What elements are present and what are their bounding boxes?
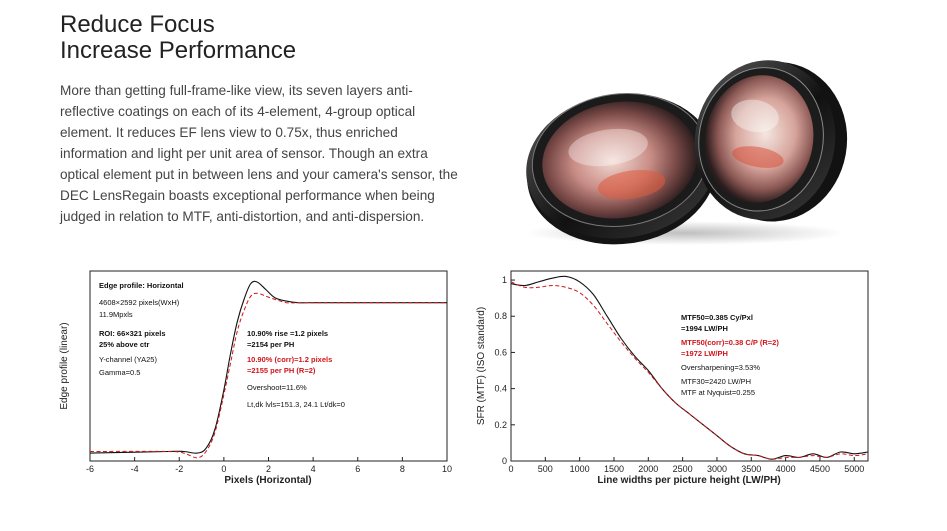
mtf-ann-mtf50: MTF50=0.385 Cy/Pxl xyxy=(681,313,753,322)
x-tick-label: 2000 xyxy=(638,464,658,474)
x-tick-label: 0 xyxy=(221,464,226,474)
edge-ann-gamma: Gamma=0.5 xyxy=(99,368,140,377)
y-tick-label: 0.2 xyxy=(494,420,507,430)
mtf-plot: 0 500 1000 1500 2000 2500 3000 3500 4000 4500 5000… xyxy=(476,270,869,486)
edge-ann-roi: ROI: 66×321 pixels xyxy=(99,329,166,338)
mtf-y-axis-label: SFR (MTF) (ISO standard) xyxy=(476,307,487,425)
edge-ann-rise-ph: =2154 per PH xyxy=(247,340,294,349)
section-description: More than getting full-frame-like view, … xyxy=(60,83,458,224)
section-title-line1: Reduce Focus xyxy=(60,11,215,38)
mtf-ann-nyquist: MTF at Nyquist=0.255 xyxy=(681,388,755,397)
section-title: Reduce Focus Increase Performance xyxy=(60,12,296,64)
edge-ann-position: 25% above ctr xyxy=(99,340,150,349)
series-corrected-line xyxy=(89,292,447,459)
x-tick-label: -2 xyxy=(175,464,183,474)
x-tick-label: 2 xyxy=(266,464,271,474)
lens-product-image xyxy=(525,60,848,245)
mtf-chart: 0 500 1000 1500 2000 2500 3000 3500 4000 4500 5000… xyxy=(470,266,875,494)
edge-y-axis-label: Edge profile (linear) xyxy=(59,322,70,409)
edge-ann-rise: 10.90% rise =1.2 pixels xyxy=(247,329,328,338)
mtf-ann-mtf30: MTF30=2420 LW/PH xyxy=(681,377,751,386)
edge-x-axis-label: Pixels (Horizontal) xyxy=(224,475,311,486)
y-tick-label: 1 xyxy=(502,275,507,285)
edge-profile-chart: -6 -4 -2 0 2 4 6 8 10 Edge profile: Horizontal 4… xyxy=(55,266,455,494)
x-tick-label: 1500 xyxy=(604,464,624,474)
y-tick-label: 0.4 xyxy=(494,384,507,394)
y-tick-label: 0.8 xyxy=(494,311,507,321)
y-tick-label: 0.6 xyxy=(494,347,507,357)
edge-ann-rise-corr-ph: =2155 per PH (R=2) xyxy=(247,366,316,375)
edge-ann-title: Edge profile: Horizontal xyxy=(99,281,184,290)
mtf-ann-mtf50-corr-lwph: =1972 LW/PH xyxy=(681,349,728,358)
edge-ann-dimensions: 4608×2592 pixels(WxH) xyxy=(99,298,180,307)
mtf-x-axis-label: Line widths per picture height (LW/PH) xyxy=(597,475,780,486)
mtf-plot-area xyxy=(510,270,869,462)
edge-ann-channel: Y-channel (YA25) xyxy=(99,355,157,364)
x-tick-label: 0 xyxy=(508,464,513,474)
x-tick-label: -4 xyxy=(131,464,139,474)
mtf-ann-mtf50-lwph: =1994 LW/PH xyxy=(681,324,728,333)
x-tick-label: 10 xyxy=(442,464,452,474)
x-tick-label: 4500 xyxy=(810,464,830,474)
mtf-ann-mtf50-corr: MTF50(corr)=0.38 C/P (R=2) xyxy=(681,338,779,347)
x-tick-label: 4000 xyxy=(776,464,796,474)
x-tick-label: 5000 xyxy=(844,464,864,474)
edge-ann-rise-corr: 10.90% (corr)=1.2 pixels xyxy=(247,355,332,364)
x-tick-label: 1000 xyxy=(570,464,590,474)
edge-ann-levels: Lt,dk lvls=151.3, 24.1 Lt/dk=0 xyxy=(247,400,345,409)
mtf-ann-oversharpening: Oversharpening=3.53% xyxy=(681,363,760,372)
x-tick-label: -6 xyxy=(86,464,94,474)
edge-ann-megapixels: 11.9Mpxls xyxy=(99,310,133,319)
section-title-line2: Increase Performance xyxy=(60,37,297,64)
x-tick-label: 2500 xyxy=(673,464,693,474)
x-tick-label: 4 xyxy=(311,464,316,474)
x-tick-label: 8 xyxy=(400,464,405,474)
edge-profile-plot: -6 -4 -2 0 2 4 6 8 10 Edge profile: Horizontal 4… xyxy=(59,270,452,486)
edge-ann-overshoot: Overshoot=11.6% xyxy=(247,383,307,392)
x-tick-label: 3000 xyxy=(707,464,727,474)
x-tick-label: 3500 xyxy=(741,464,761,474)
x-tick-label: 6 xyxy=(355,464,360,474)
series-corrected-line xyxy=(510,281,869,460)
x-tick-label: 500 xyxy=(538,464,553,474)
y-tick-label: 0 xyxy=(502,456,507,466)
